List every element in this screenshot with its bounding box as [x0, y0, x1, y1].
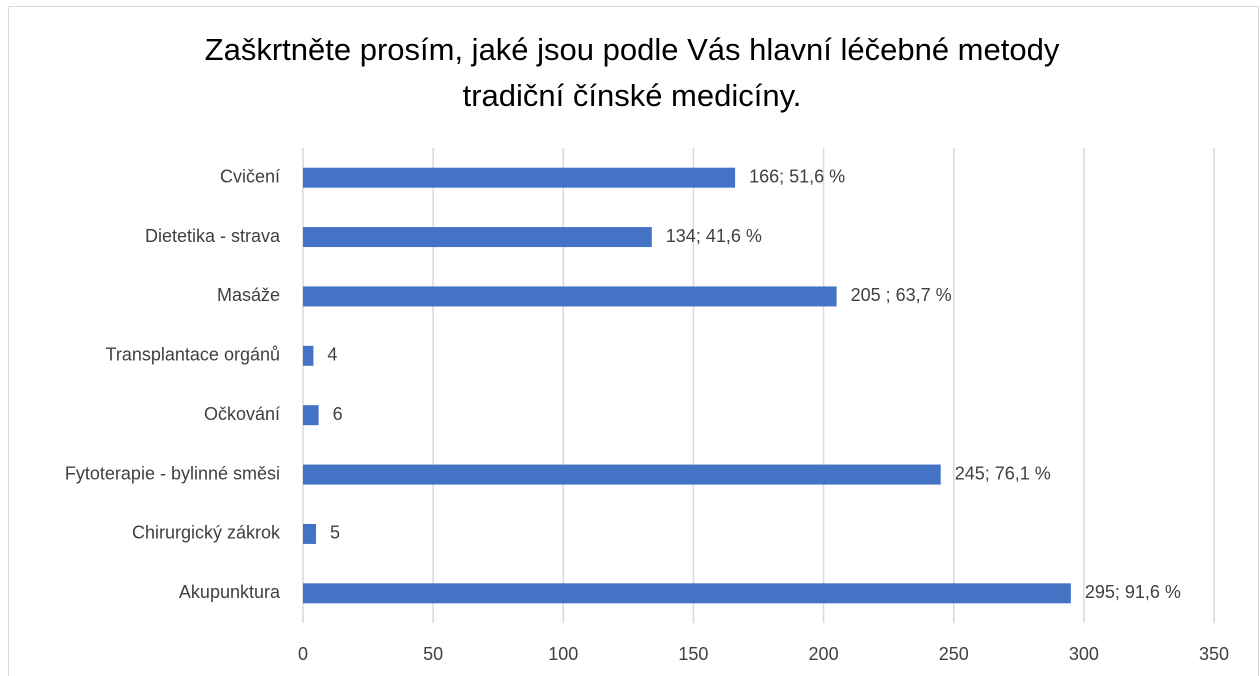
data-label: 205 ; 63,7 % — [851, 285, 952, 305]
bar — [303, 583, 1071, 604]
y-tick-label: Transplantace orgánů — [106, 345, 280, 365]
chart-title: tradiční čínské medicíny. — [463, 78, 802, 113]
x-tick-label: 200 — [809, 644, 839, 664]
chart-title: Zaškrtněte prosím, jaké jsou podle Vás h… — [205, 32, 1060, 67]
chart-frame — [8, 6, 1259, 676]
data-label: 166; 51,6 % — [749, 166, 845, 186]
bar — [303, 286, 837, 307]
y-tick-label: Fytoterapie - bylinné směsi — [65, 463, 280, 483]
y-tick-label: Dietetika - strava — [145, 226, 281, 246]
bar — [303, 464, 941, 485]
data-label: 5 — [330, 523, 340, 543]
x-tick-label: 0 — [298, 644, 308, 664]
y-tick-label: Masáže — [217, 285, 280, 305]
bar — [303, 167, 736, 188]
data-label: 295; 91,6 % — [1085, 582, 1181, 602]
data-label: 245; 76,1 % — [955, 463, 1051, 483]
y-tick-label: Chirurgický zákrok — [132, 523, 281, 543]
x-tick-label: 300 — [1069, 644, 1099, 664]
data-label: 134; 41,6 % — [666, 226, 762, 246]
x-tick-label: 250 — [939, 644, 969, 664]
x-tick-label: 150 — [678, 644, 708, 664]
data-label: 4 — [327, 345, 337, 365]
x-tick-label: 350 — [1199, 644, 1229, 664]
bar — [303, 345, 314, 366]
y-tick-label: Akupunktura — [179, 582, 281, 602]
bar — [303, 405, 319, 426]
y-tick-label: Očkování — [204, 404, 280, 424]
bar — [303, 227, 652, 248]
x-tick-label: 50 — [423, 644, 443, 664]
y-tick-label: Cvičení — [220, 166, 280, 186]
x-tick-label: 100 — [548, 644, 578, 664]
data-label: 6 — [333, 404, 343, 424]
bar — [303, 523, 317, 544]
